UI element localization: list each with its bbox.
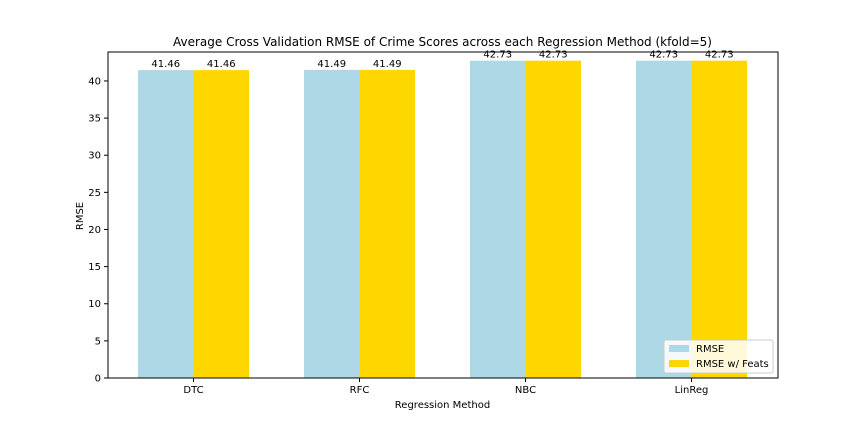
data-label-dtc-series-2: 41.46 xyxy=(207,59,236,70)
legend-swatch-series-1 xyxy=(669,345,689,352)
data-label-linreg-series-2: 42.73 xyxy=(705,50,734,61)
x-tick-label: RFC xyxy=(350,385,370,396)
y-tick-label: 35 xyxy=(88,114,101,125)
x-axis-label: Regression Method xyxy=(395,400,490,411)
x-tick-label: DTC xyxy=(183,385,203,396)
y-tick-label: 10 xyxy=(88,299,101,310)
legend: RMSE RMSE w/ Feats xyxy=(663,339,774,374)
x-tick-label: NBC xyxy=(515,385,536,396)
legend-label-series-2: RMSE w/ Feats xyxy=(696,359,769,370)
y-tick-label: 5 xyxy=(95,336,101,347)
bar-rfc-series-2 xyxy=(359,69,415,379)
plot-frame xyxy=(107,51,779,379)
bar-linreg-series-1 xyxy=(636,60,692,378)
x-axis: DTC RFC NBC LinReg xyxy=(183,378,708,396)
legend-swatch-series-2 xyxy=(669,360,689,367)
y-axis: 0 5 10 15 20 25 30 35 40 xyxy=(88,76,108,385)
y-axis-label: RMSE xyxy=(75,202,86,230)
data-label-rfc-series-1: 41.49 xyxy=(317,59,346,70)
bar-linreg-series-2 xyxy=(691,60,747,378)
bar-dtc-series-2 xyxy=(193,70,249,379)
legend-box xyxy=(663,339,774,374)
data-label-dtc-series-1: 41.46 xyxy=(151,59,180,70)
y-tick-label: 25 xyxy=(88,188,101,199)
y-tick-label: 0 xyxy=(95,374,101,385)
y-tick-label: 30 xyxy=(88,151,101,162)
data-labels-layer: 41.46 41.49 42.73 42.73 41.46 41.49 42.73 42.73 xyxy=(151,50,733,70)
bar-nbc-series-1 xyxy=(470,60,526,378)
chart-title: Average Cross Validation RMSE of Crime S… xyxy=(173,35,712,49)
bar-nbc-series-2 xyxy=(525,60,581,378)
x-tick-label: LinReg xyxy=(675,385,709,396)
bars-layer xyxy=(138,60,747,379)
y-tick-label: 15 xyxy=(88,262,101,273)
data-label-nbc-series-1: 42.73 xyxy=(483,50,512,61)
legend-label-series-1: RMSE xyxy=(696,344,724,355)
bar-rfc-series-1 xyxy=(304,69,360,379)
bar-dtc-series-1 xyxy=(138,70,194,379)
y-tick-label: 20 xyxy=(88,225,101,236)
data-label-linreg-series-1: 42.73 xyxy=(649,50,678,61)
y-tick-label: 40 xyxy=(88,76,101,87)
data-label-rfc-series-2: 41.49 xyxy=(373,59,402,70)
data-label-nbc-series-2: 42.73 xyxy=(539,50,568,61)
